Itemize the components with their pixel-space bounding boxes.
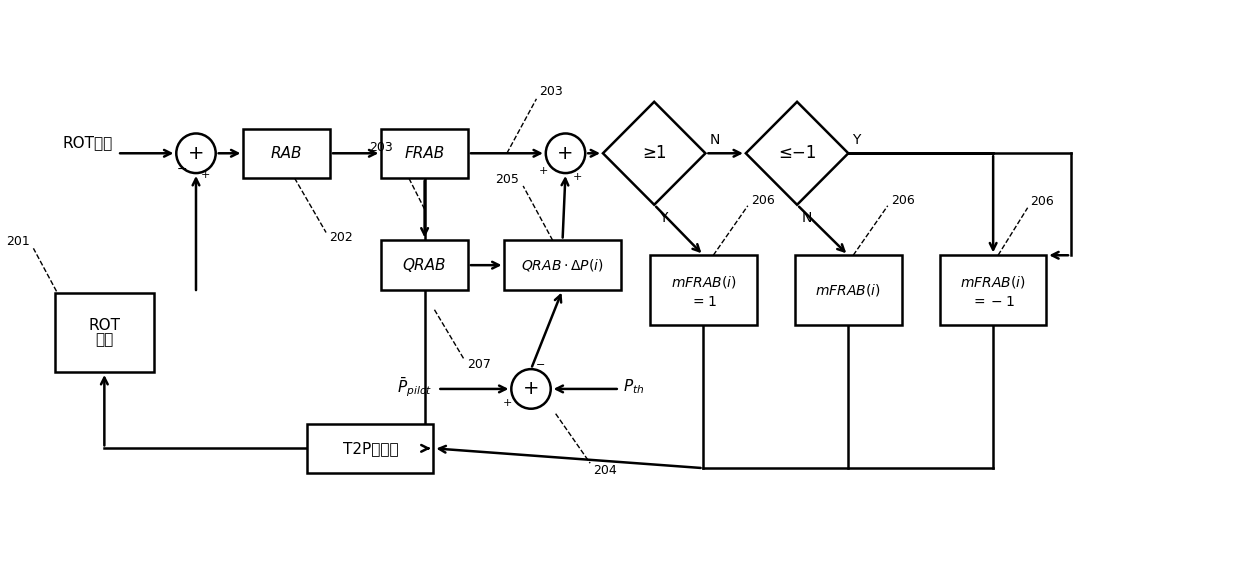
Text: +: + — [572, 172, 582, 182]
Text: Y: Y — [659, 211, 668, 225]
Text: FRAB: FRAB — [404, 146, 445, 161]
Text: 205: 205 — [495, 172, 519, 186]
Text: 测量: 测量 — [96, 332, 113, 347]
Bar — [940, 255, 1046, 325]
Text: Y: Y — [852, 133, 861, 148]
Polygon shape — [604, 102, 706, 205]
Text: 203: 203 — [539, 86, 563, 99]
Text: T2P流调整: T2P流调整 — [343, 441, 398, 456]
Polygon shape — [746, 102, 848, 205]
Text: $mFRAB(i)$: $mFRAB(i)$ — [670, 274, 736, 290]
Text: ROT: ROT — [88, 318, 121, 333]
Text: +: + — [188, 144, 204, 163]
Text: 202: 202 — [329, 231, 353, 244]
Text: 206: 206 — [1031, 195, 1055, 208]
Circle shape — [176, 133, 215, 173]
Text: RAB: RAB — [271, 146, 302, 161]
Text: $=1$: $=1$ — [690, 295, 717, 309]
Bar — [55, 293, 154, 372]
Bar — [382, 128, 467, 178]
Text: $QRAB\cdot\Delta P(i)$: $QRAB\cdot\Delta P(i)$ — [522, 257, 604, 273]
Text: $mFRAB(i)$: $mFRAB(i)$ — [960, 274, 1026, 290]
Text: N: N — [801, 211, 813, 225]
Text: ≤−1: ≤−1 — [777, 144, 816, 162]
Text: −: − — [537, 360, 546, 370]
Circle shape — [546, 133, 585, 173]
Text: $P_{th}$: $P_{th}$ — [622, 378, 644, 396]
Bar — [307, 423, 433, 473]
Text: +: + — [557, 144, 573, 163]
Text: QRAB: QRAB — [403, 258, 446, 272]
Text: $=-1$: $=-1$ — [971, 295, 1016, 309]
Text: −: − — [176, 163, 188, 176]
Bar — [650, 255, 757, 325]
Circle shape — [512, 369, 551, 409]
Text: +: + — [539, 166, 548, 176]
Text: 206: 206 — [751, 194, 775, 207]
Bar — [795, 255, 901, 325]
Bar — [504, 240, 621, 290]
Text: $mFRAB(i)$: $mFRAB(i)$ — [815, 282, 881, 298]
Text: 203: 203 — [369, 141, 393, 154]
Text: 201: 201 — [6, 235, 29, 248]
Text: 204: 204 — [593, 463, 617, 477]
Bar — [382, 240, 467, 290]
Text: +: + — [503, 398, 512, 408]
Bar — [243, 128, 330, 178]
Text: ROT门限: ROT门限 — [63, 135, 113, 150]
Text: +: + — [202, 170, 210, 180]
Text: $\bar{P}_{pilot}$: $\bar{P}_{pilot}$ — [397, 375, 432, 399]
Text: N: N — [709, 133, 719, 148]
Text: ≥1: ≥1 — [641, 144, 667, 162]
Text: 207: 207 — [467, 358, 491, 370]
Text: 206: 206 — [891, 194, 915, 207]
Text: +: + — [523, 379, 539, 399]
